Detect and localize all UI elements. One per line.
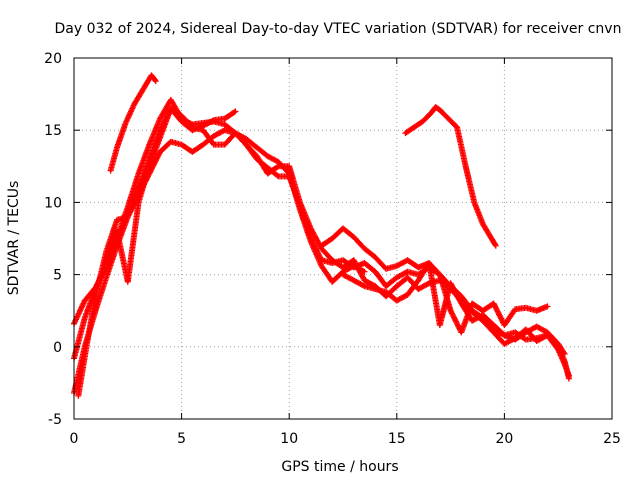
data-point — [492, 241, 499, 248]
data-point — [360, 282, 367, 289]
data-point — [561, 351, 568, 358]
data-points — [71, 72, 572, 399]
plot-frame — [73, 57, 613, 420]
y-tick-label: -5 — [48, 412, 62, 428]
data-point — [492, 242, 499, 249]
data-point — [424, 280, 431, 287]
data-point — [274, 164, 281, 171]
y-tick-label: 0 — [53, 340, 62, 356]
y-tick-label: 10 — [44, 195, 62, 211]
y-tick-label: 5 — [53, 268, 62, 284]
data-point — [232, 108, 239, 115]
x-tick-label: 10 — [280, 431, 298, 447]
data-point — [560, 349, 567, 356]
data-point — [544, 303, 551, 310]
axis-ticks: 0 5 10 15 20 25 -5 0 5 10 15 20 — [44, 51, 621, 447]
x-axis-label: GPS time / hours — [281, 459, 398, 475]
data-point — [209, 117, 216, 124]
x-tick-label: 20 — [495, 431, 513, 447]
data-point — [231, 109, 238, 116]
y-axis-label: SDTVAR / TECUs — [6, 181, 22, 296]
data-point — [151, 76, 158, 83]
data-point — [274, 172, 281, 179]
x-tick-label: 15 — [388, 431, 406, 447]
x-tick-label: 0 — [70, 431, 79, 447]
chart-title: Day 032 of 2024, Sidereal Day-to-day VTE… — [55, 21, 622, 37]
y-tick-label: 15 — [44, 123, 62, 139]
data-point — [152, 78, 159, 85]
data-point — [565, 375, 572, 382]
x-tick-label: 5 — [177, 431, 186, 447]
y-tick-label: 20 — [44, 51, 62, 67]
x-tick-label: 25 — [603, 431, 621, 447]
